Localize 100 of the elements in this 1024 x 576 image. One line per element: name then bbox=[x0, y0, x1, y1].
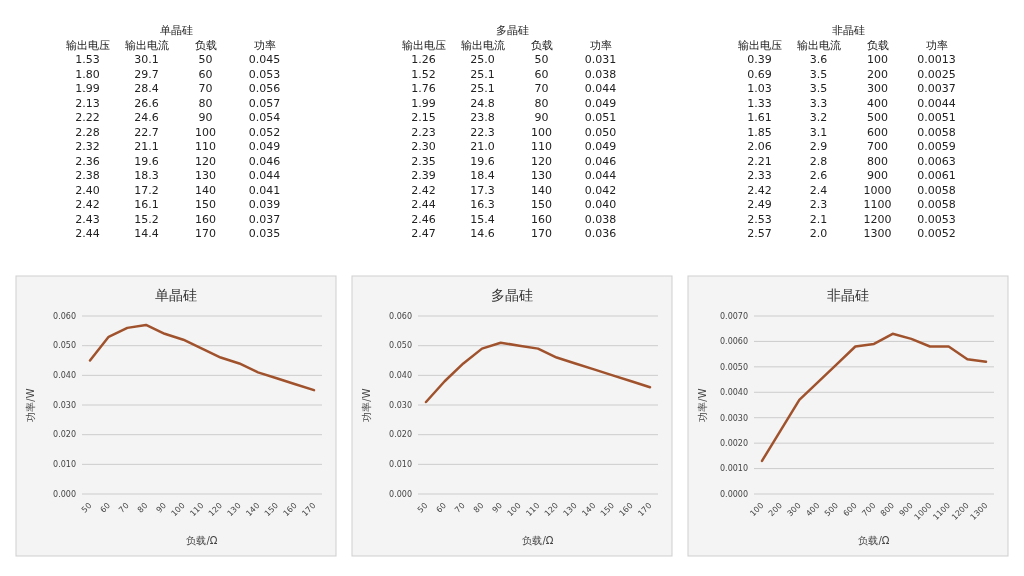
x-tick-label: 100 bbox=[748, 501, 766, 519]
x-tick-label: 140 bbox=[244, 501, 262, 519]
data-label: 1.99 bbox=[411, 96, 436, 110]
y-tick-label: 0.040 bbox=[53, 371, 76, 381]
y-tick-label: 0.050 bbox=[53, 341, 76, 351]
data-label: 2.32 bbox=[75, 140, 100, 153]
y-tick-label: 130 bbox=[531, 169, 552, 182]
data-label: 1.61 bbox=[747, 111, 772, 124]
y-tick-label: 50 bbox=[198, 53, 213, 66]
data-label: 0.046 bbox=[584, 154, 617, 168]
data-label: 17.3 bbox=[470, 183, 495, 197]
data-label: 2.44 bbox=[75, 227, 100, 240]
y-tick-label: 0.0030 bbox=[720, 413, 748, 423]
data-label: 15.4 bbox=[470, 212, 495, 226]
data-label: 3.6 bbox=[809, 53, 828, 66]
data-label: 25.1 bbox=[470, 67, 495, 81]
data-label: 0.038 bbox=[584, 67, 617, 81]
data-label: 22.3 bbox=[470, 125, 495, 139]
y-tick-label: 400 bbox=[867, 96, 888, 110]
data-label: 2.57 bbox=[747, 227, 772, 240]
y-tick-label: 0.060 bbox=[389, 311, 412, 321]
y-tick-label: 100 bbox=[531, 125, 552, 139]
y-tick-label: 150 bbox=[531, 198, 552, 211]
x-tick-label: 170 bbox=[636, 501, 654, 519]
data-label: 2.42 bbox=[75, 198, 100, 211]
x-tick-label: 400 bbox=[804, 501, 822, 519]
data-label: 0.0058 bbox=[917, 198, 956, 211]
data-label: 0.039 bbox=[248, 198, 281, 211]
x-tick-label: 80 bbox=[135, 501, 150, 515]
data-label: 28.4 bbox=[134, 82, 159, 95]
data-label: 0.044 bbox=[584, 169, 617, 182]
data-label: 0.054 bbox=[248, 111, 281, 124]
data-label: 2.3 bbox=[809, 198, 828, 211]
data-label: 2.22 bbox=[75, 111, 100, 124]
y-tick-label: 300 bbox=[867, 82, 888, 95]
y-tick-label: 0.020 bbox=[389, 430, 412, 440]
y-tick-label: 140 bbox=[195, 183, 216, 197]
x-tick-label: 90 bbox=[154, 501, 169, 515]
data-label: 1.52 bbox=[411, 67, 436, 81]
y-tick-label: 0.0000 bbox=[720, 489, 748, 499]
y-tick-label: 1100 bbox=[863, 198, 892, 211]
y-tick-label: 90 bbox=[534, 111, 549, 124]
data-label: 0.037 bbox=[248, 212, 281, 226]
data-label: 18.3 bbox=[134, 169, 159, 182]
data-label: 0.0058 bbox=[917, 183, 956, 197]
x-tick-label: 600 bbox=[841, 501, 859, 519]
x-tick-label: 70 bbox=[117, 501, 131, 515]
x-tick-label: 150 bbox=[598, 501, 617, 519]
data-label: 0.042 bbox=[584, 183, 617, 197]
data-label: 2.33 bbox=[747, 169, 772, 182]
x-tick-label: 60 bbox=[98, 501, 113, 515]
x-tick-label: 50 bbox=[415, 501, 430, 515]
y-tick-label: 0.0050 bbox=[720, 362, 748, 372]
data-label: 2.36 bbox=[75, 154, 100, 168]
y-tick-label: 800 bbox=[867, 154, 888, 168]
data-label: 0.046 bbox=[248, 154, 281, 168]
x-tick-label: 输出电流 bbox=[460, 38, 505, 52]
data-label: 19.6 bbox=[470, 154, 495, 168]
data-label: 1.26 bbox=[411, 53, 436, 66]
data-label: 0.0013 bbox=[917, 53, 956, 66]
y-tick-label: 0.010 bbox=[53, 460, 76, 470]
data-label: 19.6 bbox=[134, 154, 159, 168]
x-tick-label: 输出电流 bbox=[796, 38, 841, 52]
data-label: 0.056 bbox=[248, 82, 281, 95]
y-tick-label: 120 bbox=[531, 154, 552, 168]
data-label: 0.036 bbox=[584, 227, 617, 240]
x-tick-label: 200 bbox=[766, 501, 785, 519]
y-axis-title: 负载 bbox=[194, 38, 217, 52]
chart-title: 单晶硅 bbox=[155, 287, 197, 303]
y-tick-label: 0.0010 bbox=[720, 464, 748, 474]
data-label: 2.06 bbox=[747, 140, 772, 153]
data-label: 2.38 bbox=[75, 169, 100, 182]
y-axis-title: 功率/W bbox=[25, 388, 36, 422]
data-label: 0.39 bbox=[747, 53, 772, 66]
y-tick-label: 0.030 bbox=[53, 400, 76, 410]
y-tick-label: 160 bbox=[531, 212, 552, 226]
data-label: 2.43 bbox=[75, 212, 100, 226]
data-label: 1.80 bbox=[75, 67, 100, 81]
chart-title: 非晶硅 bbox=[827, 287, 869, 303]
data-label: 22.7 bbox=[134, 125, 159, 139]
x-tick-label: 90 bbox=[490, 501, 505, 515]
x-tick-label: 80 bbox=[471, 501, 486, 515]
data-label: 2.40 bbox=[75, 183, 100, 197]
y-tick-label: 70 bbox=[198, 82, 213, 95]
data-label: 14.6 bbox=[470, 227, 495, 240]
data-label: 0.0053 bbox=[917, 212, 956, 226]
data-label: 3.1 bbox=[809, 125, 828, 139]
data-label: 3.5 bbox=[809, 67, 828, 81]
chart-title: 非晶硅 bbox=[831, 24, 865, 37]
data-label: 18.4 bbox=[470, 169, 495, 182]
data-label: 16.1 bbox=[134, 198, 159, 211]
y-tick-label: 900 bbox=[867, 169, 888, 182]
y-tick-label: 50 bbox=[534, 53, 549, 66]
data-label: 21.1 bbox=[134, 140, 159, 153]
data-label: 2.42 bbox=[411, 183, 436, 197]
data-label: 1.76 bbox=[411, 82, 436, 95]
y-tick-label: 0.030 bbox=[389, 400, 412, 410]
data-label: 14.4 bbox=[134, 227, 159, 240]
data-label: 2.35 bbox=[411, 154, 436, 168]
data-label: 2.21 bbox=[747, 154, 772, 168]
